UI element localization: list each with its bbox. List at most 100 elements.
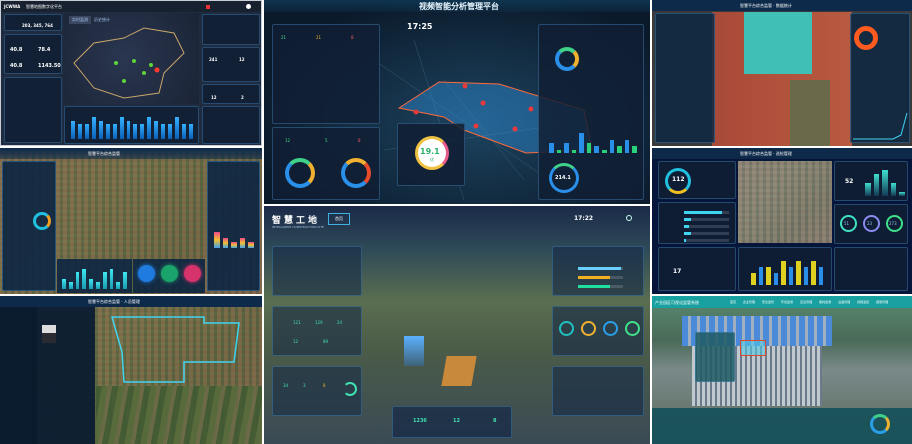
count-value: 12 — [239, 57, 245, 62]
stat-value: 8 — [323, 383, 326, 388]
industrial-park-panel: 产业园区可视化监管系统 首页 企业管理 安全监管 环境监测 应急管理 能耗监测 设备管理 视频… — [652, 296, 912, 444]
count-value: 8 — [351, 35, 354, 40]
bar-chart-card — [738, 247, 832, 291]
progress-bar — [684, 218, 729, 221]
bar — [175, 117, 179, 139]
bar — [161, 124, 166, 139]
home-button[interactable]: 首页 — [328, 213, 350, 225]
bar — [89, 279, 93, 289]
bar — [109, 269, 114, 289]
status-circle[interactable] — [161, 265, 178, 282]
bar — [123, 272, 127, 289]
bar — [77, 124, 82, 139]
list-card — [695, 332, 735, 382]
air-quality-card: 19.1 优 — [397, 123, 465, 186]
nav-item[interactable]: 环境监测 — [781, 300, 794, 304]
avatar[interactable] — [246, 4, 251, 9]
ring-card: 112 — [658, 161, 736, 199]
alert-icon[interactable] — [206, 5, 210, 9]
gauge-grade: 优 — [430, 157, 434, 162]
stat-value: 129 — [315, 320, 323, 325]
clock: 17:22 — [574, 215, 594, 222]
bar — [95, 282, 100, 289]
table-card — [834, 247, 908, 291]
panel-title: 视频智能分析管理平台 — [419, 2, 499, 11]
donut-chart — [555, 47, 579, 71]
stat-value: 12 — [453, 418, 460, 424]
progress-bar — [684, 225, 729, 228]
bottom-stats: 1236 12 8 — [392, 406, 512, 438]
bar — [116, 282, 121, 289]
smart-site-panel: 智慧工地 INTELLIGENT CONSTRUCTION SITE 首页 17… — [264, 206, 650, 444]
count-value: 12 — [285, 138, 291, 143]
nav-item[interactable]: 报警管理 — [876, 300, 889, 304]
nav-item[interactable]: 设备管理 — [838, 300, 851, 304]
bar-chart-card — [64, 106, 199, 144]
gauge-value: 273 — [889, 221, 897, 226]
personnel-panel: 智慧平台综合监管 · 人员管理 — [0, 296, 262, 444]
area-boundary — [111, 316, 240, 383]
table-card — [202, 106, 260, 144]
bar — [865, 183, 871, 196]
nav-tree[interactable] — [0, 307, 37, 444]
personnel-card: 121 129 24 12 89 — [272, 306, 362, 356]
map-outline — [73, 27, 185, 99]
bar — [781, 261, 786, 285]
nav-item[interactable]: 企业管理 — [743, 300, 756, 304]
bar — [556, 149, 562, 153]
bar — [751, 273, 756, 285]
stat-value: 17 — [673, 268, 682, 275]
nav-menu: 首页 企业管理 安全监管 环境监测 应急管理 能耗监测 设备管理 视频监控 报警管理 — [730, 300, 888, 304]
panel-title: 智慧平台综合监管 — [88, 151, 120, 156]
tab-history[interactable]: 历史统计 — [94, 17, 110, 22]
bar — [632, 146, 637, 153]
stat-value: 40.8 — [10, 63, 23, 69]
stat-value: 3 — [303, 383, 306, 388]
count-value: 8 — [358, 138, 361, 143]
nav-item[interactable]: 能耗监测 — [819, 300, 832, 304]
bar — [214, 232, 220, 248]
bar — [112, 124, 117, 139]
bar-chart — [62, 269, 127, 289]
bar-chart — [71, 117, 193, 139]
status-circle[interactable] — [138, 265, 155, 282]
stat-value: 121 — [293, 320, 301, 325]
settings-icon[interactable] — [626, 215, 632, 221]
ring-gauge — [343, 382, 357, 396]
bar — [133, 124, 138, 139]
bar — [84, 124, 89, 139]
donut-chart — [33, 212, 51, 230]
bar — [803, 267, 808, 285]
right-sidebar — [850, 13, 910, 143]
selected-area[interactable] — [740, 340, 766, 356]
progress-card — [552, 246, 644, 296]
highlight-building[interactable] — [404, 336, 424, 366]
bar — [140, 124, 145, 139]
nav-item[interactable]: 视频监控 — [857, 300, 870, 304]
stats-card: 12 5 8 — [272, 127, 380, 200]
tab-realtime[interactable]: 实时监测 — [69, 16, 91, 24]
panel-title: 智慧平台综合监管 · 数据统计 — [740, 3, 792, 8]
nav-bar: 产业园区可视化监管系统 首页 企业管理 安全监管 环境监测 应急管理 能耗监测 设备管理 视频… — [652, 296, 912, 308]
zone-highlight[interactable] — [744, 12, 812, 74]
bar — [248, 241, 254, 248]
site-image[interactable] — [738, 161, 832, 243]
line-chart — [853, 112, 908, 140]
stat-value: 8 — [493, 418, 497, 424]
bar — [773, 273, 778, 285]
bar — [602, 149, 607, 153]
nav-item[interactable]: 应急管理 — [800, 300, 813, 304]
count-value: 2 — [241, 95, 244, 100]
stat-value: 89 — [323, 339, 329, 344]
device-card: 34 3 8 — [272, 366, 362, 416]
panel-title: 智慧平台综合监管 · 人员管理 — [88, 299, 140, 304]
village-monitor-panel: 智慧平台综合监管 — [0, 148, 262, 294]
progress-bar — [578, 276, 623, 279]
nav-item[interactable]: 安全监管 — [762, 300, 775, 304]
status-circle[interactable] — [184, 265, 201, 282]
bar — [98, 120, 103, 139]
nav-item[interactable]: 首页 — [730, 300, 737, 304]
app-title: 智慧地图数字化平台 — [26, 4, 62, 9]
china-map[interactable]: 实时监测 历史统计 — [64, 13, 199, 104]
count-value: 241 — [209, 57, 218, 62]
